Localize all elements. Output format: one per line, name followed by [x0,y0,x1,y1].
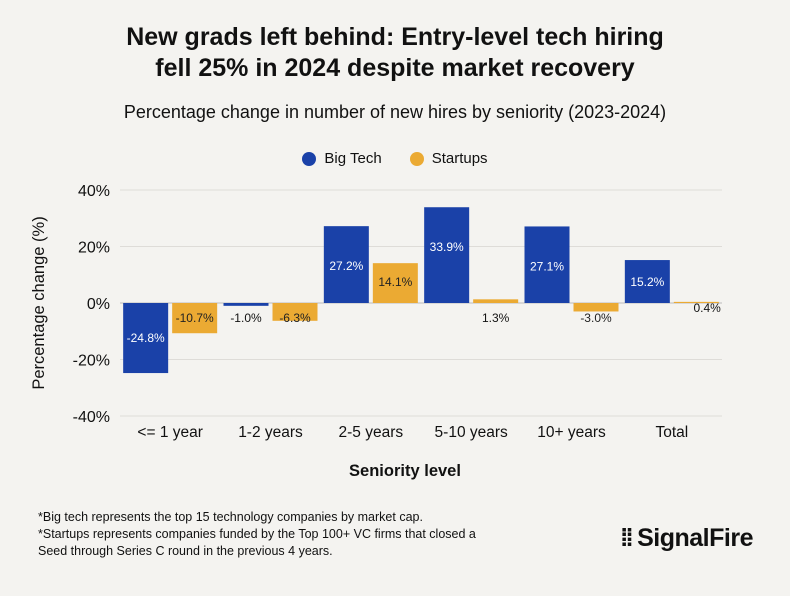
chart-title: New grads left behind: Entry-level tech … [0,22,790,84]
legend-swatch-big-tech [302,151,317,166]
data-label: 0.4% [693,301,721,315]
x-tick-label: 10+ years [537,424,606,441]
bar-startups [172,303,218,334]
footnote: *Big tech represents the top 15 technolo… [38,510,423,524]
data-label: -3.0% [580,311,612,325]
legend: Big Tech Startups [0,150,790,167]
x-tick-label: 2-5 years [339,424,404,441]
bar-big-tech [323,226,369,303]
legend-item-startups: Startups [409,150,488,167]
x-axis-label: Seniority level [349,462,461,480]
bar-big-tech [424,207,470,303]
bar-big-tech [524,226,570,303]
bar-startups [673,301,719,303]
legend-label: Startups [431,150,488,167]
x-tick-label: 1-2 years [238,424,303,441]
data-label: 33.9% [430,240,464,254]
x-tick-label: <= 1 year [137,424,203,441]
data-label: -1.0% [230,311,262,325]
title-line-2: fell 25% in 2024 despite market recovery [155,54,635,82]
data-label: -10.7% [176,311,214,325]
y-tick-label: -40% [73,409,110,426]
y-tick-label: -20% [73,353,110,370]
footnotes: *Big tech represents the top 15 technolo… [38,509,476,560]
bar-startups [573,303,619,312]
bar-big-tech [624,260,670,303]
x-tick-label: 5-10 years [435,424,508,441]
legend-label: Big Tech [324,150,382,167]
data-label: 14.1% [378,275,412,289]
bar-big-tech [223,303,269,306]
data-label: 15.2% [630,275,664,289]
y-tick-label: 20% [78,240,110,257]
bar-startups [272,303,318,321]
logo-text: SignalFire [637,524,753,552]
legend-swatch-startups [409,151,424,166]
y-axis-label: Percentage change (%) [30,216,48,389]
signalfire-logo: ⁞⁞ SignalFire [620,524,753,552]
bar-big-tech [123,303,169,374]
y-tick-label: 0% [87,296,110,313]
data-label: 1.3% [482,311,510,325]
chart-subtitle: Percentage change in number of new hires… [123,102,667,122]
data-label: -24.8% [127,331,165,345]
data-label: 27.2% [329,259,363,273]
bar-chart: -40% -20% 0% 20% 40% <= 1 year -24.8% -10.7% 1-2… [30,183,722,480]
x-tick-label: Total [655,424,688,441]
y-tick-label: 40% [78,183,110,200]
legend-item-big-tech: Big Tech [302,150,382,167]
title-line-1: New grads left behind: Entry-level tech … [126,23,664,51]
footnote: Seed through Series C round in the previ… [38,544,333,558]
data-label: 27.1% [530,259,564,273]
footnote: *Startups represents companies funded by… [38,527,476,541]
bar-startups [473,299,519,303]
data-label: -6.3% [279,311,311,325]
bar-startups [372,263,418,303]
